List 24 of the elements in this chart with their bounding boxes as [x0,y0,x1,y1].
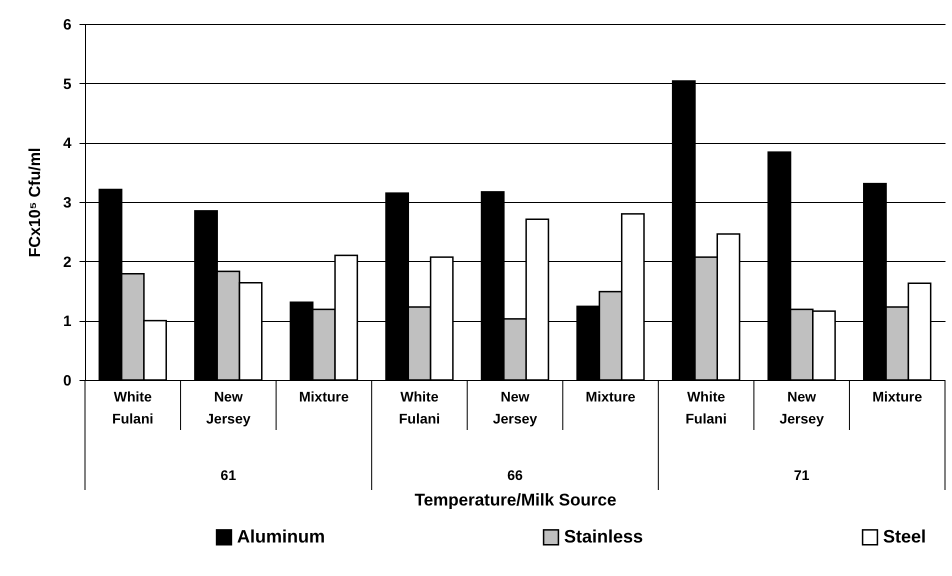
x-tick-label: White Fulani [685,388,727,426]
x-tick-label: Mixture [586,388,636,404]
x-tick-label: New Jersey [492,388,538,426]
legend-label: Aluminum [237,526,325,546]
text: 61 [220,467,236,483]
x-tick-label: White Fulani [398,388,440,426]
legend-label: Steel [883,526,926,546]
legend-label: Stainless [564,526,644,546]
y-tick-label: 1 [63,313,72,330]
y-tick-label: 3 [63,194,72,212]
y-tick-label: 4 [63,135,72,152]
x-axis-title: Temperature/Milk Source [414,490,616,510]
x-tick-label: New Jersey [206,388,251,426]
y-tick-label: 6 [63,16,72,34]
x-tick-label: New Jersey [779,388,824,426]
y-tick-label: 0 [63,372,72,390]
text: 66 [507,467,523,483]
x-tick-label: White Fulani [112,388,154,426]
y-axis-title: FCx10⁵ Cfu/ml [27,148,44,258]
y-tick-label: 2 [63,254,72,271]
x-tick-label: Mixture [298,388,349,404]
text: 71 [794,467,810,483]
x-tick-label: Mixture [872,388,922,404]
y-tick-label: 5 [63,76,72,93]
